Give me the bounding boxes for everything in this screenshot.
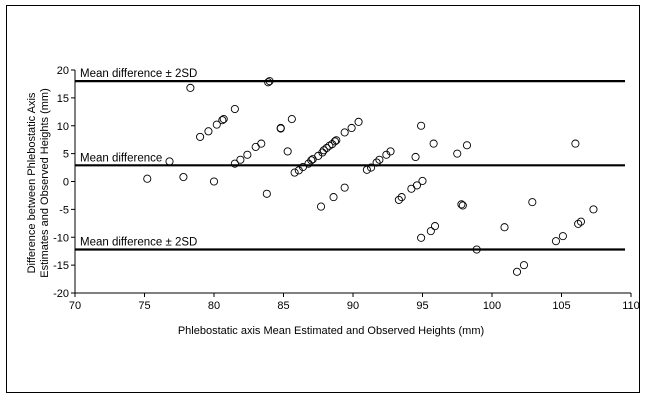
x-axis-title: Phlebostatic axis Mean Estimated and Obs… [178, 325, 484, 337]
y-tick-label: 20 [57, 65, 69, 77]
y-tick-label: 15 [57, 93, 69, 105]
y-axis-title-line-1: Difference between Phlebostatic Axis [26, 92, 38, 273]
x-tick-label: 100 [483, 300, 501, 312]
reference-line-label: Mean difference ± 2SD [80, 68, 197, 80]
data-point [394, 195, 403, 204]
data-point [458, 201, 467, 210]
data-point [257, 139, 266, 148]
y-tick-label: -5 [59, 204, 69, 216]
y-tick-label: -20 [53, 288, 69, 300]
data-point [512, 267, 522, 276]
data-point [576, 217, 586, 226]
data-point [264, 78, 273, 87]
data-point [318, 148, 327, 157]
data-point [367, 163, 376, 172]
axis-labels: Phlebostatic axis Mean Estimated and Obs… [26, 88, 484, 337]
data-point [571, 139, 580, 148]
data-point [340, 183, 349, 192]
data-points [143, 77, 598, 276]
data-point [329, 193, 338, 202]
data-point [332, 136, 341, 145]
y-tick-label: -15 [53, 260, 69, 272]
data-point [457, 200, 466, 209]
data-point [276, 123, 285, 133]
data-point [362, 165, 371, 174]
y-axis-title-line-2: Estimates and Observed Heights (mm) [39, 88, 51, 278]
data-point [426, 227, 435, 236]
y-tick-label: 10 [57, 121, 69, 133]
data-point [319, 146, 328, 155]
y-tick-label: 0 [63, 177, 69, 189]
data-point [204, 127, 213, 136]
x-tick-label: 110 [622, 300, 640, 312]
data-point [528, 198, 537, 207]
data-point [262, 189, 271, 198]
data-point [417, 121, 426, 130]
data-point [386, 147, 395, 156]
data-point [417, 233, 426, 242]
data-point [418, 176, 427, 185]
x-tick-label: 90 [347, 300, 359, 312]
data-point [283, 147, 292, 156]
data-point [412, 181, 421, 190]
data-point [429, 139, 438, 148]
x-tick-label: 105 [552, 300, 570, 312]
data-point [472, 245, 481, 254]
data-point [340, 128, 349, 137]
data-point [589, 205, 598, 214]
data-point [179, 172, 188, 182]
data-point [347, 123, 356, 133]
data-point [551, 237, 560, 246]
data-point [290, 168, 299, 177]
data-point [407, 184, 416, 193]
data-point [219, 115, 228, 124]
data-point [558, 232, 567, 241]
reference-line-label: Mean difference [80, 152, 162, 164]
x-tick-label: 85 [277, 300, 289, 312]
data-point [196, 132, 205, 141]
data-point [236, 155, 245, 164]
data-point [519, 261, 529, 270]
data-point [165, 157, 174, 166]
data-point [209, 177, 219, 186]
reference-line-label: Mean difference ± 2SD [80, 237, 197, 249]
data-point [230, 104, 239, 114]
data-point [186, 83, 195, 92]
data-point [316, 202, 326, 211]
data-point [265, 77, 274, 86]
data-point [212, 120, 221, 129]
data-point [411, 152, 420, 162]
data-point [372, 158, 381, 167]
data-point [453, 149, 462, 158]
data-point [397, 193, 406, 202]
x-tick-label: 80 [208, 300, 220, 312]
data-point [143, 174, 152, 183]
x-tick-label: 75 [138, 300, 150, 312]
data-point [322, 143, 331, 153]
data-point [218, 116, 227, 125]
data-point [287, 115, 296, 124]
x-tick-label: 95 [416, 300, 428, 312]
data-point [430, 222, 440, 231]
data-point [500, 223, 509, 232]
data-point [574, 219, 583, 228]
data-point [243, 150, 252, 159]
reference-lines: Mean difference ± 2SD Mean difference Mean… [75, 68, 625, 251]
data-point [462, 141, 472, 150]
data-point [330, 137, 339, 146]
data-point [375, 155, 384, 164]
data-point [230, 159, 239, 168]
data-point [251, 142, 260, 151]
data-point [354, 117, 363, 126]
y-tick-label: 5 [63, 149, 69, 161]
x-tick-label: 70 [69, 300, 81, 312]
data-point [307, 156, 316, 165]
y-tick-label: -10 [53, 232, 69, 244]
